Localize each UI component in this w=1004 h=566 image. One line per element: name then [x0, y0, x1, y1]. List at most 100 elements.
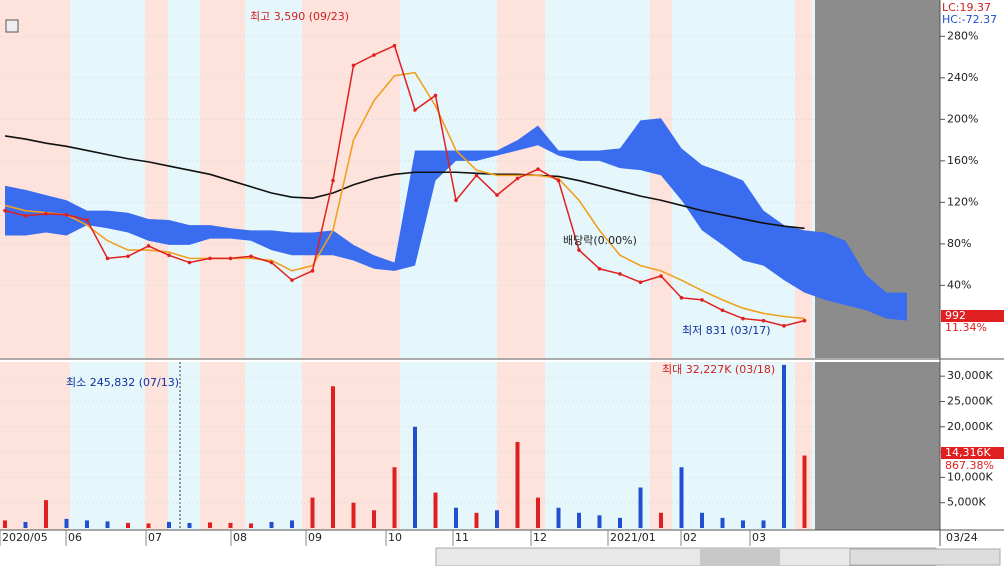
price-point — [392, 43, 397, 48]
price-point — [351, 63, 356, 68]
price-point — [146, 244, 151, 248]
volume-bar — [802, 455, 807, 528]
y-tick-label: 5,000K — [947, 496, 986, 509]
price-point — [64, 213, 69, 217]
price-point — [454, 198, 458, 203]
volume-bar — [187, 522, 192, 528]
x-tick-label: 08 — [233, 531, 247, 544]
volume-change: 867.38% — [945, 459, 994, 472]
low-annotation: 최저 831 (03/17) — [682, 324, 771, 337]
volume-bar — [249, 523, 253, 528]
volume-bar — [208, 522, 212, 528]
x-tick-label: 07 — [148, 531, 162, 544]
band — [795, 362, 812, 530]
price-point — [495, 193, 499, 197]
x-tick-label: 11 — [455, 531, 469, 544]
hc-label: HC:-72.37 — [942, 13, 997, 26]
volume-bar — [413, 426, 417, 528]
x-tick-label: 12 — [533, 531, 547, 544]
volume-bar — [167, 521, 171, 528]
volume-bar — [64, 518, 69, 528]
band — [302, 362, 400, 530]
table-icon[interactable] — [5, 19, 19, 33]
volume-bar — [392, 467, 397, 528]
price-point — [741, 316, 745, 321]
volume-box — [941, 447, 1004, 459]
price-point — [536, 167, 540, 171]
dividend-annotation: 배당락(0.00%) — [563, 234, 637, 247]
y-tick-label: 280% — [947, 29, 978, 42]
price-point — [249, 254, 253, 259]
y-tick-label: 40% — [947, 278, 971, 291]
toolbar-buttons[interactable] — [849, 548, 1001, 566]
y-tick-label: 160% — [947, 154, 978, 167]
volume-bar — [720, 517, 725, 528]
volume-bar — [126, 522, 130, 528]
volume-bar — [536, 497, 540, 528]
volume-bar — [679, 467, 684, 528]
price-point — [208, 256, 212, 261]
price-point — [618, 272, 622, 276]
price-point — [761, 318, 766, 323]
volume-bar — [638, 487, 643, 528]
band — [302, 0, 400, 358]
x-tick-label: 02 — [683, 531, 697, 544]
price-point — [679, 296, 684, 300]
price-point — [720, 308, 725, 313]
volume-bar — [556, 507, 561, 528]
high-annotation: 최고 3,590 (09/23) — [250, 10, 349, 23]
volume-bar — [105, 521, 110, 528]
price-point — [3, 208, 7, 213]
volume-bar — [85, 520, 89, 528]
volume-bar — [454, 507, 458, 528]
future-area — [815, 362, 940, 530]
last-change: 11.34% — [945, 321, 987, 334]
volume-bar — [228, 522, 233, 528]
scroll-thumb[interactable] — [700, 549, 780, 565]
volume-bar — [495, 510, 499, 528]
x-tick-label: 2020/05 — [2, 531, 48, 544]
max-volume-annotation: 최대 32,227K (03/18) — [662, 363, 775, 376]
cloud — [5, 118, 907, 321]
last-volume: 14,316K — [945, 446, 991, 459]
band — [795, 0, 812, 358]
band — [0, 362, 70, 530]
price-point — [638, 280, 643, 285]
volume-bar — [351, 502, 356, 528]
volume-bar — [146, 523, 151, 528]
x-tick-label: 09 — [308, 531, 322, 544]
price-point — [310, 269, 315, 273]
y-tick-label: 30,000K — [947, 369, 993, 382]
volume-bar — [597, 515, 602, 528]
volume-bar — [290, 520, 294, 528]
x-tick-label: 03 — [752, 531, 766, 544]
volume-bar — [659, 512, 663, 528]
price-point — [556, 178, 561, 183]
price-point — [659, 274, 663, 278]
price-point — [126, 254, 130, 259]
price-point — [23, 214, 28, 218]
price-point — [269, 260, 274, 265]
band — [497, 0, 545, 358]
series-line — [4, 44, 805, 327]
price-point — [290, 278, 294, 282]
y-tick-label: 10,000K — [947, 470, 993, 483]
price-point — [228, 256, 233, 261]
series-line — [4, 135, 805, 230]
plot: 40% 80% 120% 160% 200% 240% 280% 5,000K 10,000K 1… — [0, 29, 993, 546]
volume-bar — [515, 441, 520, 528]
volume-bar — [23, 521, 28, 528]
price-point — [433, 93, 438, 98]
x-tick-label: 10 — [388, 531, 402, 544]
volume-bar — [433, 492, 438, 528]
price-box — [941, 310, 1004, 322]
volume-bar — [310, 497, 315, 528]
volume-bar — [741, 520, 745, 528]
band — [0, 0, 70, 358]
price-point — [331, 178, 335, 183]
price-point — [474, 173, 479, 178]
y-tick-label: 200% — [947, 112, 978, 125]
min-volume-annotation: 최소 245,832 (07/13) — [66, 376, 179, 389]
price-point — [413, 108, 417, 112]
